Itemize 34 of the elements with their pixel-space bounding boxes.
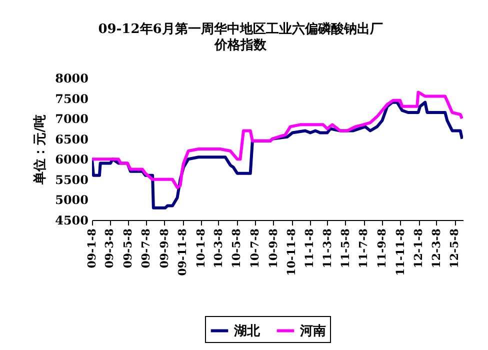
y-axis-title: 单位：元/吨 (32, 114, 48, 186)
x-tick-label: 10-3-8 (212, 228, 225, 268)
x-tick-label: 12-5-8 (448, 228, 462, 268)
x-tick-label: 11-7-8 (357, 228, 370, 268)
x-tick-label: 10-11-8 (285, 228, 298, 276)
y-tick-label: 5000 (55, 193, 88, 208)
y-tick-label: 5500 (55, 172, 88, 187)
x-tick-label: 09-11-8 (176, 228, 190, 276)
y-tick-label: 7000 (55, 112, 88, 126)
x-tick-label: 10-1-8 (194, 228, 208, 268)
x-tick-label: 11-1-8 (303, 228, 316, 268)
x-tick-label: 10-5-8 (230, 228, 244, 268)
y-tick-label: 7500 (55, 92, 88, 106)
y-tick-label: 4500 (55, 214, 88, 228)
x-tick-label: 11-5-8 (338, 228, 352, 268)
x-tick-label: 11-11-8 (394, 228, 407, 276)
line-series (92, 90, 463, 190)
x-tick-label: 10-7-8 (248, 228, 262, 268)
x-tick-label: 09-7-8 (139, 228, 152, 268)
x-tick-label: 09-3-8 (103, 228, 116, 268)
legend-label: 湖北 (233, 324, 261, 339)
x-tick-label: 09-5-8 (121, 228, 134, 268)
x-tick-label: 12-1-8 (412, 228, 426, 268)
y-tick-label: 6000 (55, 152, 88, 167)
y-tick-label: 6500 (55, 132, 88, 146)
x-tick-label: 11-3-8 (320, 228, 334, 268)
y-tick-label: 8000 (55, 72, 88, 86)
chart-title: 09-12年6月第一周华中地区工业六偏磷酸钠出厂价格指数 (98, 21, 383, 53)
x-tick-label: 09-1-8 (86, 228, 98, 268)
x-tick-label: 10-9-8 (266, 228, 280, 268)
x-tick-label: 09-9-8 (158, 228, 171, 268)
legend-label: 河南 (299, 324, 326, 339)
x-tick-label: 12-3-8 (430, 228, 443, 268)
x-tick-label: 11-9-8 (376, 228, 389, 268)
